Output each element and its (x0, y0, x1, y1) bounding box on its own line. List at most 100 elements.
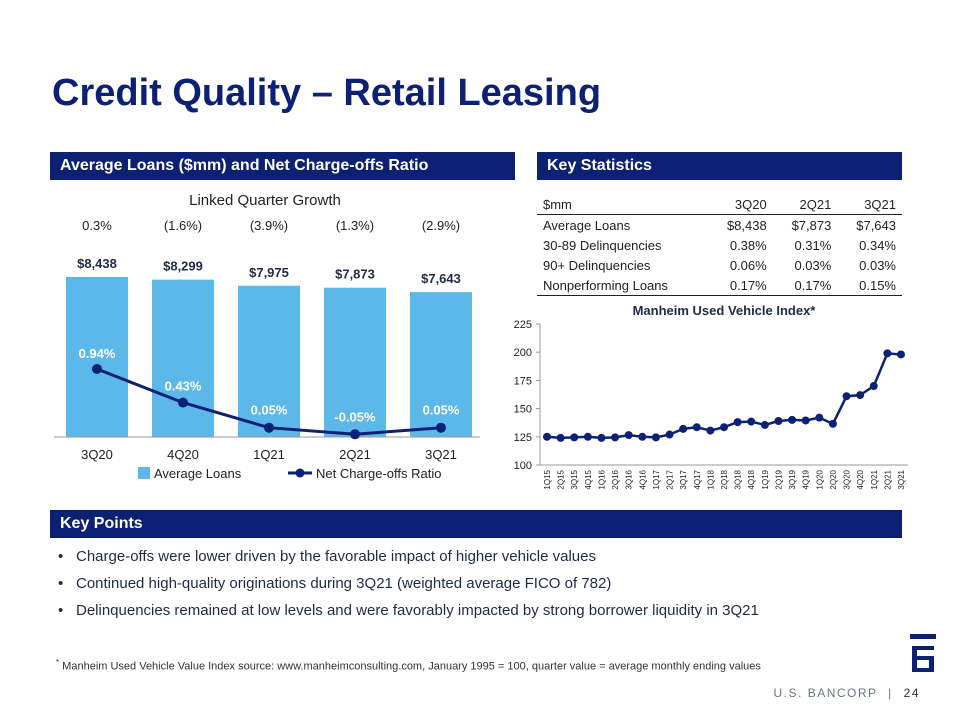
point-manheim-index (733, 418, 742, 427)
point-manheim-index (570, 433, 579, 442)
x-tick-label: 2Q15 (557, 469, 566, 489)
row-label: 90+ Delinquencies (543, 257, 651, 273)
key-point-text: Delinquencies remained at low levels and… (76, 602, 759, 619)
table-cell: 0.03% (794, 257, 832, 273)
section-header-average-loans: Average Loans ($mm) and Net Charge-offs … (50, 152, 515, 180)
x-tick-label: 3Q18 (734, 469, 743, 489)
table-cell: 0.17% (772, 275, 838, 296)
point-manheim-index (583, 432, 592, 441)
column-header: 2Q21 (772, 194, 838, 215)
footer-brand: U.S. BANCORP | 24 (774, 686, 920, 700)
point-manheim-index (638, 432, 647, 441)
bullet-marker: • (58, 575, 64, 592)
list-item: • Delinquencies remained at low levels a… (56, 600, 759, 627)
line-value-label: 0.94% (79, 346, 116, 361)
point-manheim-index (597, 433, 606, 442)
point-manheim-index (760, 420, 769, 429)
legend-marker-net-charge-offs (295, 468, 305, 478)
key-points-list: • Charge-offs were lower driven by the f… (56, 546, 759, 627)
bar-average-loans (410, 292, 472, 437)
point-manheim-index (828, 419, 837, 428)
x-tick-label: 1Q21 (870, 469, 879, 489)
bar-value-label: $7,873 (335, 267, 375, 282)
y-tick-label: 200 (514, 347, 532, 359)
line-value-label: 0.05% (423, 403, 460, 418)
footer-separator: | (888, 686, 893, 700)
table-row: Average Loans $8,438 $7,873 $7,643 (537, 215, 902, 236)
line-value-label: 0.05% (251, 403, 288, 418)
x-tick-label: 4Q19 (802, 469, 811, 489)
page-title: Credit Quality – Retail Leasing (52, 72, 602, 114)
x-tick-label: 2Q18 (720, 469, 729, 489)
column-header: 3Q21 (837, 194, 902, 215)
y-tick-label: 150 (514, 404, 532, 416)
bar-average-loans (66, 277, 128, 437)
row-label: Nonperforming Loans (537, 275, 709, 296)
x-tick-label: 1Q21 (253, 447, 285, 462)
legend-swatch-average-loans (138, 467, 150, 479)
key-point-text: Charge-offs were lower driven by the fav… (76, 548, 596, 565)
point-manheim-index (611, 433, 620, 442)
legend-label: Average Loans (154, 466, 242, 481)
column-header: $mm (537, 194, 709, 215)
x-tick-label: 3Q21 (897, 469, 906, 489)
x-tick-label: 3Q19 (788, 469, 797, 489)
x-tick-label: 2Q20 (829, 469, 838, 489)
point-manheim-index (842, 392, 851, 401)
point-net-charge-offs (436, 422, 446, 433)
x-tick-label: 2Q21 (883, 469, 892, 489)
x-tick-label: 4Q16 (638, 469, 647, 489)
loans-chart: $8,438 3Q20 $8,299 4Q20 $7,975 1Q21 $7,873 2Q21… (54, 256, 480, 481)
line-value-label: 0.43% (165, 379, 202, 394)
point-manheim-index (897, 350, 905, 359)
lq-growth-value: (1.3%) (335, 218, 375, 233)
bar-value-label: $7,643 (421, 271, 461, 286)
bar-average-loans (152, 279, 214, 437)
x-tick-label: 1Q19 (761, 469, 770, 489)
x-tick-label: 1Q18 (706, 469, 715, 489)
point-manheim-index (720, 423, 728, 432)
page-number: 24 (903, 686, 920, 700)
point-net-charge-offs (178, 397, 188, 408)
point-manheim-index (815, 413, 824, 422)
key-point-text: Continued high-quality originations duri… (76, 575, 612, 592)
manheim-index-chart: Manheim Used Vehicle Index* 100 125 150 175 2… (514, 303, 908, 490)
point-manheim-index (747, 417, 756, 426)
footnote-text: Manheim Used Vehicle Value Index source:… (59, 660, 761, 673)
y-tick-label: 100 (514, 460, 532, 472)
us-bancorp-logo-icon (910, 634, 936, 672)
lq-growth-value: (2.9%) (421, 218, 461, 233)
x-tick-label: 4Q17 (693, 469, 702, 489)
x-tick-label: 4Q20 (167, 447, 199, 462)
point-manheim-index (665, 430, 674, 439)
point-manheim-index (774, 417, 783, 426)
table-cell: 0.17% (708, 275, 773, 296)
table-row: 90+ Delinquencies 0.06% 0.03% 0.03% (537, 255, 902, 275)
point-manheim-index (869, 382, 878, 391)
list-item: • Continued high-quality originations du… (56, 573, 759, 600)
line-value-label: -0.05% (334, 409, 376, 424)
bar-value-label: $8,299 (163, 259, 203, 274)
point-manheim-index (788, 415, 797, 424)
column-header: 3Q20 (708, 194, 773, 215)
point-manheim-index (883, 349, 892, 358)
table-cell: 0.15% (837, 275, 902, 296)
x-tick-label: 3Q16 (625, 469, 634, 489)
table-cell: 0.34% (859, 237, 896, 253)
table-row: 30-89 Delinquencies 0.38% 0.31% 0.34% (537, 235, 902, 255)
bar-value-label: $8,438 (77, 256, 117, 271)
point-manheim-index (856, 391, 865, 400)
x-tick-label: 1Q17 (652, 469, 661, 489)
x-tick-label: 3Q17 (679, 469, 688, 489)
legend-label: Net Charge-offs Ratio (316, 466, 442, 481)
table-row: Nonperforming Loans 0.17% 0.17% 0.15% (537, 275, 902, 296)
lq-growth-value: (3.9%) (249, 218, 289, 233)
brand-name: U.S. BANCORP (773, 686, 878, 700)
table-cell: $7,643 (856, 217, 896, 233)
x-tick-label: 3Q21 (425, 447, 457, 462)
x-tick-label: 3Q20 (843, 469, 852, 489)
linked-quarter-growth-title: Linked Quarter Growth (189, 192, 341, 209)
lq-growth-value: (1.6%) (163, 218, 203, 233)
x-tick-label: 2Q21 (339, 447, 371, 462)
point-net-charge-offs (350, 429, 360, 440)
